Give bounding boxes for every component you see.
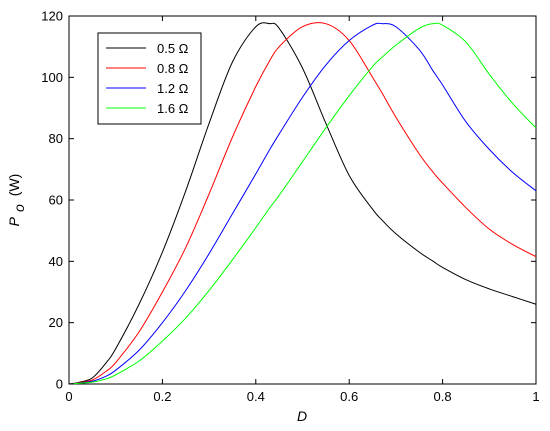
y-tick-label: 40 xyxy=(49,254,63,269)
y-tick-label: 80 xyxy=(49,131,63,146)
legend-label: 0.8 Ω xyxy=(157,61,189,76)
x-tick-label: 0.6 xyxy=(340,389,358,404)
x-tick-label: 1 xyxy=(532,389,539,404)
series-line-1 xyxy=(68,22,537,385)
series-line-3 xyxy=(68,22,537,385)
y-axis-label: P o (W) xyxy=(6,174,28,227)
legend-label: 0.5 Ω xyxy=(157,41,189,56)
legend-label: 1.2 Ω xyxy=(157,81,189,96)
x-tick-label: 0.8 xyxy=(434,389,452,404)
y-tick-label: 100 xyxy=(41,70,63,85)
series-line-2 xyxy=(68,22,537,385)
x-axis-label: D xyxy=(297,408,307,424)
legend-label: 1.6 Ω xyxy=(157,101,189,116)
y-axis-label-symbol: P xyxy=(6,216,22,226)
y-axis-ticks: 0 20 40 60 80 100 120 xyxy=(41,9,536,392)
x-tick-label: 0 xyxy=(65,389,72,404)
series-line-4 xyxy=(68,22,537,385)
x-tick-label: 0.2 xyxy=(153,389,171,404)
x-tick-label: 0.4 xyxy=(247,389,265,404)
legend: 0.5 Ω 0.8 Ω 1.2 Ω 1.6 Ω xyxy=(97,32,202,125)
series-layer xyxy=(68,22,537,385)
y-axis-label-subscript: o xyxy=(11,204,27,212)
y-tick-label: 20 xyxy=(49,315,63,330)
y-tick-label: 60 xyxy=(49,193,63,208)
y-tick-label: 0 xyxy=(56,377,63,392)
svg-text:P o (W): P o (W) xyxy=(6,174,28,227)
y-axis-label-unit: (W) xyxy=(6,174,22,197)
y-tick-label: 120 xyxy=(41,9,63,24)
x-axis-ticks: 0 0.2 0.4 0.6 0.8 1 xyxy=(65,16,540,404)
